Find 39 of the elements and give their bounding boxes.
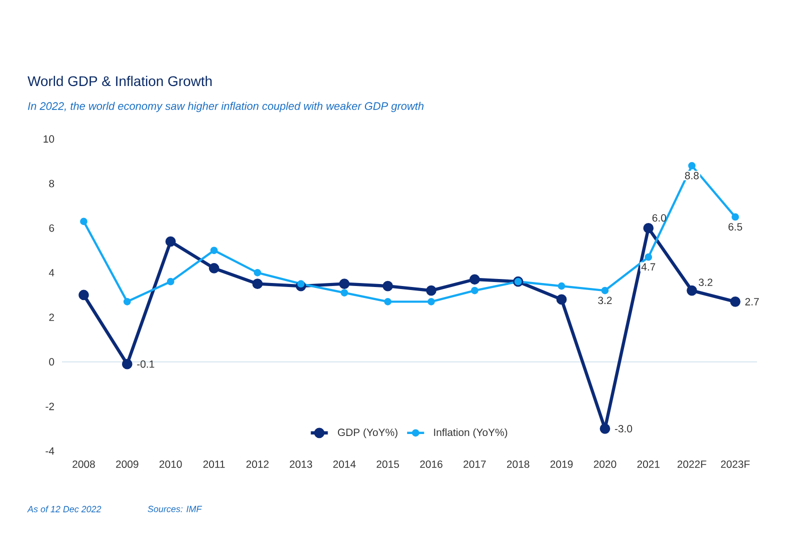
y-tick-label: 0 bbox=[49, 358, 54, 366]
chart-title: World GDP & Inflation Growth bbox=[28, 76, 212, 86]
y-tick-label: 10 bbox=[44, 135, 54, 143]
x-tick-label: 2014 bbox=[333, 460, 356, 468]
x-tick-label: 2011 bbox=[203, 460, 225, 468]
x-tick-label: 2020 bbox=[594, 460, 616, 468]
text: As of 12 Dec 2022 bbox=[27, 506, 102, 512]
x-tick-label: 2013 bbox=[290, 460, 312, 468]
x-tick-label: 2022F bbox=[678, 460, 706, 468]
x-tick-label: 2008 bbox=[72, 460, 95, 468]
legend-label: Inflation (YoY%) bbox=[434, 428, 508, 438]
x-tick-label: 2010 bbox=[160, 460, 182, 468]
x-tick-label: 2017 bbox=[464, 460, 486, 468]
data-label: 6.5 bbox=[728, 223, 742, 231]
x-tick-label: 2015 bbox=[376, 460, 399, 468]
y-tick-label: -4 bbox=[46, 447, 54, 455]
y-tick-label: -2 bbox=[46, 402, 54, 410]
x-tick-label: 2023F bbox=[720, 460, 750, 468]
y-tick-label: 8 bbox=[49, 180, 54, 188]
data-label: 2.7 bbox=[745, 298, 759, 306]
y-tick-label: 2 bbox=[49, 314, 54, 321]
data-label: 6.0 bbox=[652, 214, 666, 222]
legend-label: GDP (YoY%) bbox=[338, 428, 398, 438]
x-tick-label: 2021 bbox=[637, 460, 660, 468]
data-label: -0.1 bbox=[137, 360, 154, 368]
y-tick-label: 4 bbox=[48, 269, 54, 276]
chart-subtitle: In 2022, the world economy saw higher inflation coupled with weaker GDP growth bbox=[28, 102, 424, 112]
data-label: 3.2 bbox=[598, 296, 612, 304]
data-label: -3.0 bbox=[614, 425, 632, 432]
data-label: 8.8 bbox=[685, 172, 699, 180]
y-tick-label: 6 bbox=[49, 224, 54, 232]
data-label: 3.2 bbox=[698, 278, 712, 286]
source-note: Sources: IMF bbox=[148, 506, 202, 512]
x-tick-label: 2016 bbox=[420, 460, 442, 468]
x-tick-label: 2009 bbox=[116, 460, 138, 468]
x-tick-label: 2018 bbox=[507, 460, 530, 468]
data-label: 4.7 bbox=[641, 263, 656, 270]
x-tick-label: 2019 bbox=[550, 460, 573, 468]
x-tick-label: 2012 bbox=[246, 460, 269, 468]
